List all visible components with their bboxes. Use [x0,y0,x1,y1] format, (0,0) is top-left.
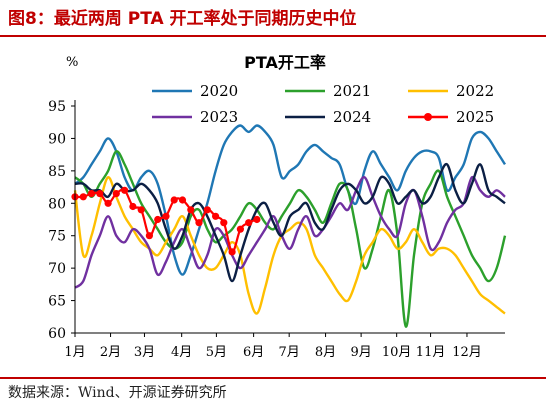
series-2025-point-7 [129,202,137,211]
legend: 2020 2021 2022 2023 2024 2025 [152,82,494,126]
series-2025-point-1 [79,193,87,201]
x-tick-label-10: 11月 [416,345,446,360]
series-2025-point-14 [187,206,195,214]
y-tick-label-95: 95 [48,99,66,115]
legend-label-2025: 2025 [456,108,494,126]
series-line-2023 [74,175,506,289]
y-tick-label-75: 75 [48,229,66,245]
source-rule [0,377,546,379]
series-2021 [74,150,507,328]
figure-title: 图8：最近两周 PTA 开工率处于同期历史中位 [8,9,357,29]
legend-item-2020: 2020 [152,82,238,100]
x-tick-label-9: 10月 [382,345,412,360]
legend-label-2023: 2023 [200,108,238,126]
x-tick-label-7: 8月 [315,345,336,360]
y-tick-label-60: 60 [48,326,66,342]
series-2025-point-12 [170,196,178,204]
legend-item-2022: 2022 [408,82,494,100]
series-2025-point-13 [178,196,187,204]
series-2025-point-21 [245,219,253,227]
legend-label-2024: 2024 [333,108,371,126]
y-tick-label-90: 90 [48,131,66,147]
source-note: 数据来源：Wind、开源证券研究所 [8,385,227,401]
x-tick-label-4: 5月 [206,345,227,360]
legend-item-2021: 2021 [285,82,371,100]
y-tick-label-65: 65 [48,294,66,310]
series-2022 [73,176,506,315]
legend-item-2023: 2023 [152,108,238,126]
series-2025-point-20 [236,225,244,233]
x-tick-label-8: 9月 [350,345,371,360]
x-tick-label-6: 7月 [279,345,300,360]
series-line-2022 [73,176,506,315]
y-tick-label-85: 85 [48,164,66,180]
chart-title: PTA开工率 [244,53,326,72]
series-2025-point-18 [220,219,228,227]
series-line-2024 [74,162,506,283]
x-tick-label-2: 3月 [134,345,155,360]
series-2025-point-22 [253,215,261,224]
plot-area [71,124,507,328]
series-2025-point-5 [112,190,120,198]
series-2025-point-9 [145,232,153,240]
series-2025-point-10 [154,215,162,224]
series-2023 [74,175,506,289]
x-tick-label-1: 2月 [100,345,121,360]
title-rule [0,35,546,37]
series-2025-point-2 [87,190,96,198]
series-2024 [74,162,506,283]
x-tick-label-11: 12月 [452,345,482,360]
legend-marker-2025 [424,113,432,121]
series-line-2021 [74,150,507,328]
legend-label-2022: 2022 [456,82,494,100]
series-2025-point-6 [121,186,129,194]
y-axis-unit: % [66,55,78,70]
y-tick-label-70: 70 [48,261,66,277]
legend-item-2024: 2024 [285,108,371,126]
legend-item-2025: 2025 [408,108,494,126]
axes: 60 65 70 75 80 85 90 95 1月 2月 3月 4月 5月 6月 7月 8月 9月 10月 11月… [48,99,505,360]
legend-label-2020: 2020 [200,82,238,100]
x-tick-label-0: 1月 [64,345,85,360]
series-2025-point-16 [203,206,211,214]
x-tick-label-3: 4月 [171,345,192,360]
series-2025-point-3 [96,190,104,198]
series-2025-point-15 [195,219,203,227]
pta-operating-rate-chart: PTA开工率 % 2020 2021 2022 2023 2024 2025 60 65 70… [48,53,507,360]
legend-label-2021: 2021 [333,82,371,100]
y-tick-label-80: 80 [48,196,66,212]
series-2025-point-19 [228,248,236,256]
x-tick-label-5: 6月 [243,345,264,360]
series-2025-point-4 [104,199,112,207]
series-line-2020 [74,124,507,276]
series-2025-point-8 [137,206,145,214]
series-2025-point-17 [212,212,220,220]
series-2025-point-11 [162,212,170,220]
series-2020 [74,124,507,276]
